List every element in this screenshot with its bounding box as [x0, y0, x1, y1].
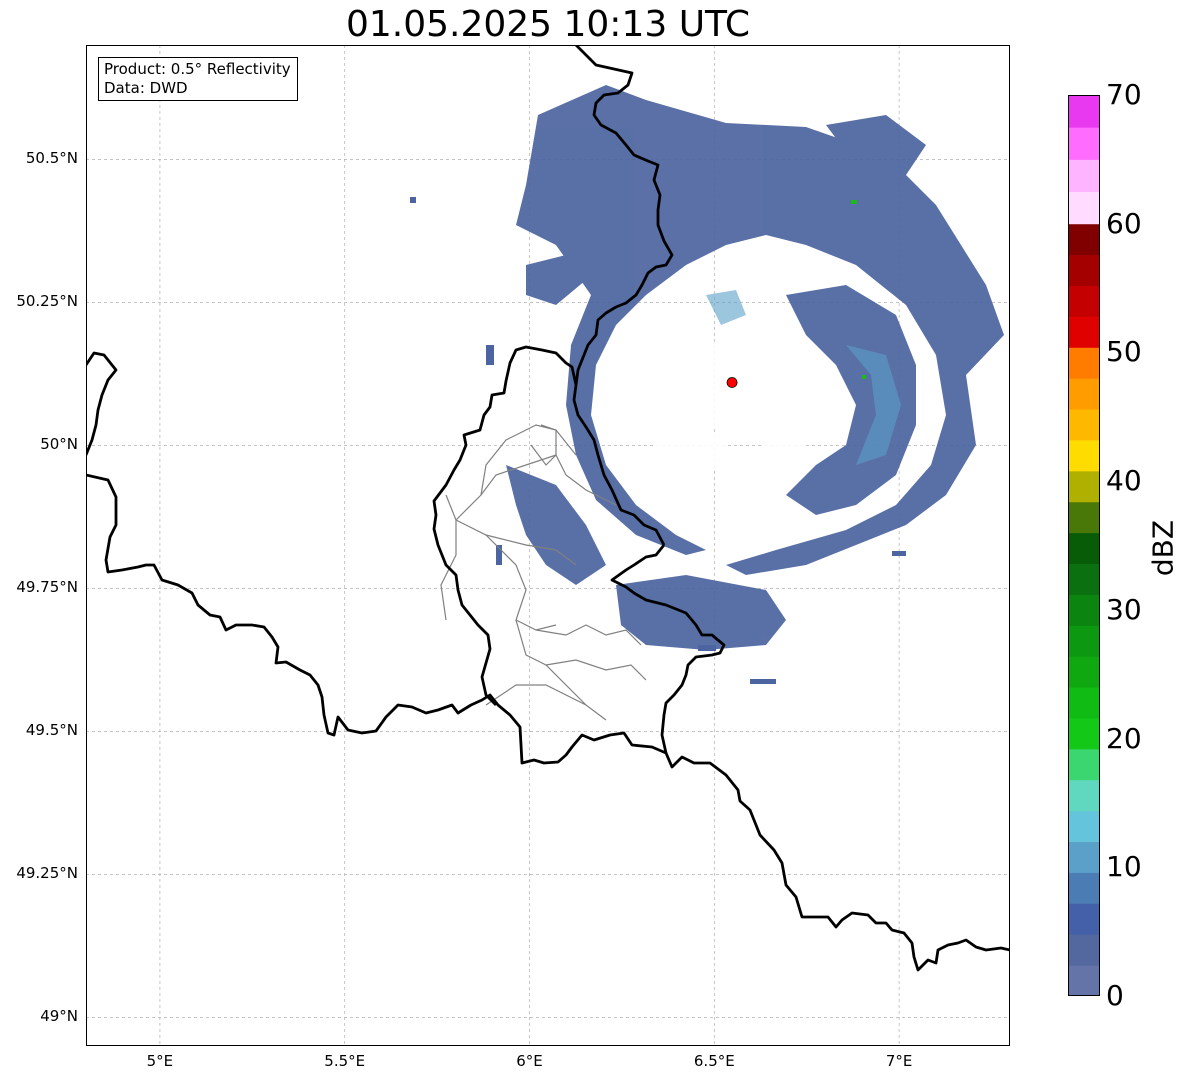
colorbar-segment-11 [1068, 625, 1100, 657]
colorbar-segment-20 [1068, 347, 1100, 379]
colorbar-segment-8 [1068, 717, 1100, 750]
colorbar-frame [1068, 95, 1100, 996]
colorbar-segment-16 [1068, 470, 1100, 503]
lon-tick-label-1: 5.5°E [324, 1052, 366, 1070]
colorbar-segment-23 [1068, 254, 1100, 286]
colorbar-segment-28 [1068, 95, 1100, 128]
colorbar-segment-3 [1068, 872, 1100, 904]
national-borders [86, 45, 1010, 972]
colorbar-segment-2 [1068, 903, 1100, 935]
colorbar-segment-18 [1068, 409, 1100, 441]
lat-tick-label-1: 50.25°N [16, 292, 78, 311]
radar-map [86, 45, 1010, 1046]
colorbar-segment-1 [1068, 934, 1100, 966]
colorbar-segment-25 [1068, 191, 1100, 225]
colorbar-segment-17 [1068, 439, 1100, 472]
lon-tick-label-3: 6.5°E [693, 1052, 735, 1070]
radar-site-marker [726, 377, 738, 388]
colorbar-tick-label-4: 40 [1106, 464, 1142, 498]
lat-tick-label-0: 50.5°N [25, 149, 78, 168]
colorbar-segment-9 [1068, 687, 1100, 719]
colorbar-segment-15 [1068, 501, 1100, 534]
colorbar-tick-label-0: 0 [1106, 979, 1124, 1012]
map-title: 01.05.2025 10:13 UTC [345, 4, 751, 45]
colorbar-tick-label-6: 60 [1106, 206, 1142, 240]
colorbar-segment-12 [1068, 594, 1100, 626]
colorbar-segment-0 [1068, 965, 1100, 996]
colorbar-segment-19 [1068, 378, 1100, 410]
lat-tick-label-3: 49.75°N [16, 578, 78, 597]
colorbar-tick-label-5: 50 [1106, 335, 1142, 369]
lat-tick-label-5: 49.25°N [16, 864, 78, 883]
colorbar-segment-10 [1068, 656, 1100, 688]
product-label: Product: 0.5° Reflectivity [104, 60, 291, 78]
colorbar-tick-label-3: 30 [1106, 592, 1142, 626]
colorbar-segment-21 [1068, 316, 1100, 348]
lat-tick-label-2: 50°N [40, 435, 78, 454]
colorbar-segment-26 [1068, 159, 1100, 193]
colorbar-segment-7 [1068, 748, 1100, 781]
colorbar-segment-6 [1068, 779, 1100, 812]
lon-tick-label-2: 6°E [516, 1052, 543, 1070]
radar-echoes [410, 85, 1004, 684]
data-source-label: Data: DWD [104, 79, 188, 97]
colorbar-segment-4 [1068, 841, 1100, 873]
lat-tick-label-4: 49.5°N [25, 721, 78, 740]
map-frame [86, 45, 1010, 1046]
lon-tick-label-4: 7°E [885, 1052, 913, 1070]
colorbar-segment-27 [1068, 127, 1100, 160]
colorbar-segment-13 [1068, 563, 1100, 595]
colorbar [1068, 95, 1100, 996]
admin-borders [440, 424, 647, 721]
colorbar-tick-label-7: 70 [1106, 78, 1142, 111]
colorbar-segment-14 [1068, 532, 1100, 565]
colorbar-tick-label-2: 20 [1106, 721, 1142, 755]
lon-tick-label-0: 5°E [146, 1052, 174, 1070]
colorbar-segment-5 [1068, 810, 1100, 843]
info-box: Product: 0.5° Reflectivity Data: DWD [98, 57, 298, 101]
colorbar-tick-label-1: 10 [1106, 850, 1142, 884]
colorbar-segment-24 [1068, 223, 1100, 256]
colorbar-segment-22 [1068, 285, 1100, 317]
lat-tick-label-6: 49°N [40, 1007, 78, 1026]
colorbar-label: dBZ [1146, 519, 1180, 577]
